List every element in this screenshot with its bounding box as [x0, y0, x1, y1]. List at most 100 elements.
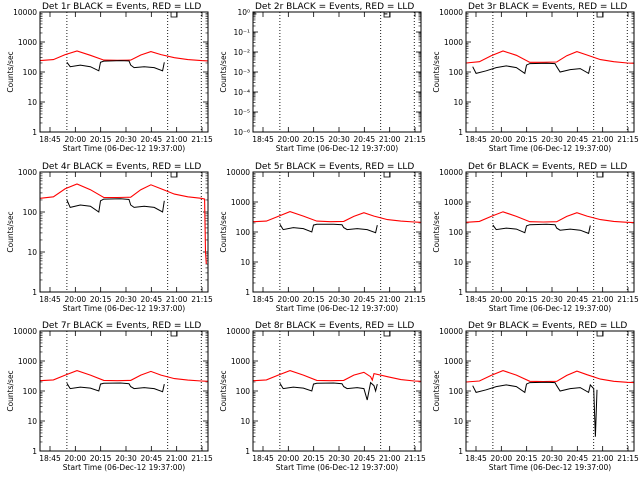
x-tick-label: 20:00 — [278, 454, 300, 463]
y-tick-label: 10 — [453, 417, 463, 426]
series-events-line — [66, 60, 165, 72]
series-events-line — [492, 223, 591, 235]
x-tick-label: 21:15 — [617, 454, 639, 463]
x-tick-label: 20:45 — [141, 454, 163, 463]
series-lld-line — [40, 50, 208, 62]
panel-title: Det 9r BLACK = Events, RED = LLD — [468, 321, 627, 331]
y-tick-label: 1000 — [231, 357, 250, 366]
x-tick-label: 20:30 — [328, 135, 350, 144]
x-tick-label: 21:15 — [617, 295, 639, 304]
panel-title: Det 3r BLACK = Events, RED = LLD — [468, 2, 627, 12]
x-tick-label: 21:00 — [592, 295, 614, 304]
x-tick-label: 18:45 — [252, 295, 274, 304]
x-tick-label: 21:15 — [191, 135, 213, 144]
y-tick-label: 10000 — [13, 8, 37, 17]
marker-box — [170, 330, 178, 337]
y-tick-label: 10⁰ — [237, 8, 250, 17]
x-axis-label: Start Time (06-Dec-12 19:37:00) — [489, 304, 611, 313]
plot-frame — [465, 171, 635, 293]
x-tick-label: 20:00 — [65, 295, 87, 304]
y-tick-label: 1 — [32, 128, 37, 137]
y-axis-label: Counts/sec — [432, 370, 441, 411]
series-lld-line — [40, 183, 207, 265]
x-tick-label: 20:15 — [516, 454, 538, 463]
x-tick-label: 20:15 — [90, 454, 112, 463]
x-tick-label: 20:30 — [541, 295, 563, 304]
x-tick-label: 20:00 — [491, 295, 513, 304]
series-lld-line — [466, 50, 634, 64]
y-tick-label: 10000 — [439, 168, 463, 177]
x-tick-label: 20:45 — [141, 295, 163, 304]
plot-frame — [252, 11, 422, 133]
x-tick-label: 20:15 — [516, 135, 538, 144]
x-tick-label: 20:30 — [115, 135, 137, 144]
panel-det-4: Det 4r BLACK = Events, RED = LLD 1 10 100 10… — [6, 162, 213, 313]
y-tick-label: 100 — [23, 68, 38, 77]
y-tick-label: 1 — [32, 447, 37, 456]
y-axis-label: Counts/sec — [6, 211, 15, 252]
panel-det-6: Det 6r BLACK = Events, RED = LLD 1 10 100 10… — [432, 162, 639, 313]
x-tick-label: 20:00 — [65, 135, 87, 144]
marker-box — [383, 171, 391, 178]
y-tick-label: 1000 — [444, 38, 463, 47]
panel-title: Det 8r BLACK = Events, RED = LLD — [255, 321, 414, 331]
plot-frame — [252, 330, 422, 452]
x-axis-label: Start Time (06-Dec-12 19:37:00) — [63, 463, 185, 472]
x-axis-label: Start Time (06-Dec-12 19:37:00) — [276, 304, 398, 313]
x-tick-label: 20:30 — [541, 135, 563, 144]
x-tick-label: 18:45 — [39, 454, 61, 463]
y-tick-label: 1 — [245, 288, 250, 297]
y-tick-label: 1 — [458, 447, 463, 456]
y-tick-label: 10 — [453, 98, 463, 107]
x-tick-label: 18:45 — [465, 295, 487, 304]
y-tick-label: 10 — [240, 417, 250, 426]
x-tick-label: 20:45 — [354, 295, 376, 304]
y-tick-label: 10⁻² — [233, 48, 250, 57]
x-tick-label: 20:15 — [516, 295, 538, 304]
x-axis-label: Start Time (06-Dec-12 19:37:00) — [489, 144, 611, 153]
x-tick-label: 20:15 — [303, 454, 325, 463]
series-events-line — [472, 62, 591, 75]
y-tick-label: 1 — [245, 447, 250, 456]
x-tick-label: 21:15 — [404, 135, 426, 144]
y-tick-label: 1000 — [231, 198, 250, 207]
y-tick-label: 1 — [458, 128, 463, 137]
x-tick-label: 20:15 — [303, 135, 325, 144]
x-tick-label: 20:45 — [567, 135, 589, 144]
panel-det-3: Det 3r BLACK = Events, RED = LLD 1 10 100 10… — [432, 2, 639, 153]
series-events-line — [279, 381, 378, 401]
x-tick-label: 20:15 — [90, 295, 112, 304]
plot-frame — [39, 11, 209, 133]
y-tick-label: 1 — [458, 288, 463, 297]
x-tick-label: 18:45 — [39, 135, 61, 144]
x-axis-label: Start Time (06-Dec-12 19:37:00) — [63, 144, 185, 153]
x-tick-label: 21:00 — [592, 135, 614, 144]
y-tick-label: 1000 — [18, 357, 37, 366]
series-lld-line — [40, 370, 208, 382]
series-events-line — [66, 382, 165, 393]
panel-title: Det 5r BLACK = Events, RED = LLD — [255, 162, 414, 172]
y-tick-label: 100 — [449, 387, 464, 396]
x-tick-label: 21:00 — [592, 454, 614, 463]
y-tick-label: 100 — [449, 68, 464, 77]
x-tick-label: 20:45 — [141, 135, 163, 144]
x-tick-label: 20:30 — [328, 295, 350, 304]
x-tick-label: 20:45 — [567, 295, 589, 304]
y-tick-label: 10000 — [439, 327, 463, 336]
x-tick-label: 20:00 — [491, 135, 513, 144]
x-tick-label: 18:45 — [465, 135, 487, 144]
y-tick-label: 10000 — [226, 327, 250, 336]
y-tick-label: 100 — [23, 208, 38, 217]
x-tick-label: 20:30 — [115, 295, 137, 304]
plot-frame — [252, 171, 422, 293]
y-tick-label: 10⁻¹ — [233, 28, 250, 37]
y-axis-label: Counts/sec — [219, 211, 228, 252]
panel-title: Det 7r BLACK = Events, RED = LLD — [42, 321, 201, 331]
y-tick-label: 100 — [449, 228, 464, 237]
y-tick-label: 100 — [236, 387, 251, 396]
x-tick-label: 18:45 — [465, 454, 487, 463]
marker-box — [383, 11, 391, 18]
y-tick-label: 10000 — [226, 168, 250, 177]
y-axis-label: Counts/sec — [432, 211, 441, 252]
x-tick-label: 20:30 — [115, 454, 137, 463]
